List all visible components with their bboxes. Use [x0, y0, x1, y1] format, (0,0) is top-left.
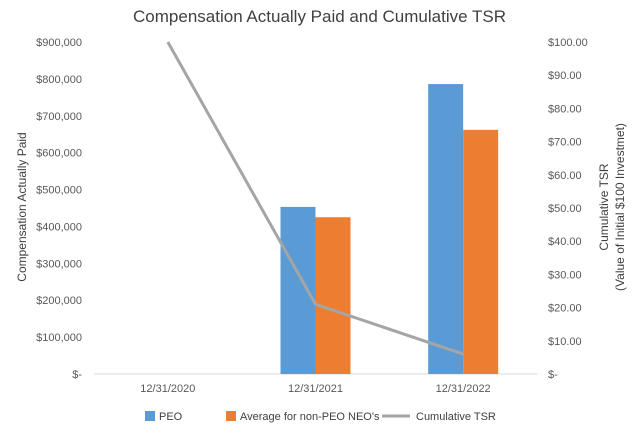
y-left-tick-label: $300,000 [36, 258, 82, 270]
y-right-tick-label: $100.00 [548, 37, 588, 49]
legend-label: PEO [159, 411, 183, 423]
y-left-tick-label: $500,000 [36, 185, 82, 197]
y-right-tick-label: $10.00 [548, 336, 582, 348]
y-right-tick-label: $30.00 [548, 269, 582, 281]
y-right-axis-title-line1: Cumulative TSR [597, 163, 611, 250]
y-left-tick-label: $100,000 [36, 332, 82, 344]
legend: PEO Average for non-PEO NEO's Cumulative T… [145, 411, 496, 423]
bars-group [280, 84, 499, 374]
legend-label: Cumulative TSR [416, 411, 496, 423]
y-left-tick-label: $800,000 [36, 74, 82, 86]
bar-peo [280, 206, 316, 374]
x-tick-label: 12/31/2022 [436, 383, 491, 395]
y-left-tick-label: $- [72, 369, 82, 381]
line-series-group [166, 41, 464, 356]
legend-swatch [145, 411, 155, 421]
y-left-tick-label: $400,000 [36, 221, 82, 233]
y-right-tick-labels: $- $10.00 $20.00 $30.00 $40.00 $50.00 $60.00 $7… [548, 37, 588, 381]
bar-non-peo-neo [463, 129, 499, 374]
x-tick-label: 12/31/2020 [140, 383, 195, 395]
bar-non-peo-neo [315, 217, 351, 374]
y-right-tick-label: $80.00 [548, 103, 582, 115]
y-right-tick-label: $- [548, 369, 558, 381]
legend-swatch [226, 411, 236, 421]
line-cumulative-tsr [166, 41, 464, 356]
x-tick-label: 12/31/2021 [288, 383, 343, 395]
chart-title: Compensation Actually Paid and Cumulativ… [133, 7, 506, 26]
y-left-tick-label: $200,000 [36, 295, 82, 307]
legend-label: Average for non-PEO NEO's [240, 411, 380, 423]
y-left-tick-label: $600,000 [36, 148, 82, 160]
y-right-tick-label: $90.00 [548, 70, 582, 82]
bar-peo [428, 84, 464, 374]
y-right-tick-label: $50.00 [548, 203, 582, 215]
y-right-axis-title-line2: (Value of Initial $100 Investmet) [613, 123, 627, 291]
y-right-tick-label: $20.00 [548, 303, 582, 315]
y-right-tick-label: $70.00 [548, 137, 582, 149]
y-right-tick-label: $60.00 [548, 170, 582, 182]
y-left-axis-title: Compensation Actually Paid [15, 132, 29, 281]
y-left-tick-label: $700,000 [36, 111, 82, 123]
x-tick-labels: 12/31/2020 12/31/2021 12/31/2022 [140, 383, 490, 395]
y-left-tick-labels: $- $100,000 $200,000 $300,000 $400,000 $500,0… [36, 37, 82, 381]
y-left-tick-label: $900,000 [36, 37, 82, 49]
y-right-tick-label: $40.00 [548, 236, 582, 248]
